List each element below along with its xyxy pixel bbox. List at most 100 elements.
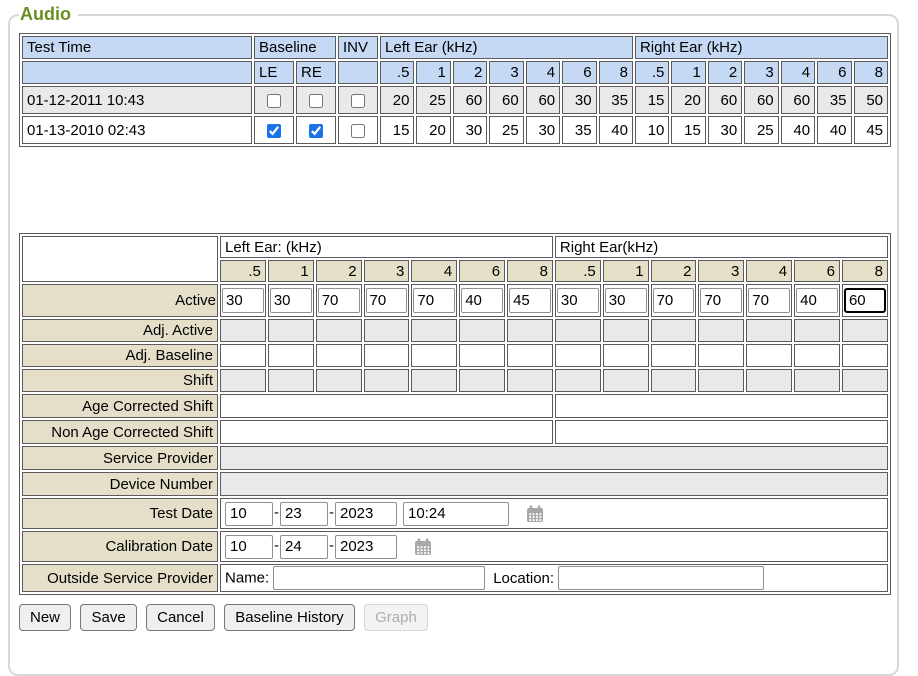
- history-left-8khz-value: 35: [598, 86, 633, 114]
- active-right-6khz-input[interactable]: [796, 288, 838, 313]
- adj-baseline-left-8khz-cell: [507, 344, 553, 367]
- active-left-1khz-input[interactable]: [269, 288, 312, 313]
- freq-header-left-8: 8: [598, 61, 633, 84]
- active-right-.5khz-input[interactable]: [556, 288, 599, 313]
- freq-header-left-2: 2: [452, 61, 488, 84]
- active-right-4khz-input[interactable]: [748, 288, 791, 313]
- test-date-row: Test Date--: [22, 498, 888, 529]
- test-date-year-input[interactable]: [335, 501, 397, 526]
- active-left-2khz-input[interactable]: [317, 288, 360, 313]
- detail-freq-header-right-.5: .5: [554, 260, 601, 282]
- history-right-1khz-value: 20: [671, 86, 706, 114]
- shift-right-1khz-cell: [602, 369, 649, 392]
- row-label-age-corrected-shift: Age Corrected Shift: [22, 394, 218, 418]
- test-time-cell: 01-12-2011 10:43: [22, 86, 252, 114]
- baseline-re-checkbox-row-0[interactable]: [309, 93, 323, 108]
- detail-header-row-2: .5 1 2 3 4 6 8.5 1 2 3 4 6 8: [22, 260, 888, 282]
- calibration-date-date-separator: -: [274, 537, 279, 555]
- active-left-8khz-cell: [507, 284, 553, 317]
- inv-cell: [338, 116, 379, 144]
- active-left-.5khz-input[interactable]: [222, 288, 264, 313]
- save-button[interactable]: Save: [80, 604, 137, 631]
- shift-right-2khz-cell: [650, 369, 697, 392]
- device-number-row: Device Number: [22, 472, 888, 496]
- shift-left-4khz-cell: [411, 369, 458, 392]
- active-left-.5khz-cell: [220, 284, 266, 317]
- history-left-2khz-value: 60: [452, 86, 488, 114]
- history-row[interactable]: 01-13-2010 02:43 15 20 30 25 30 35 40 10 15 30 25 40…: [22, 116, 888, 144]
- detail-freq-header-left-2: 2: [315, 260, 362, 282]
- history-right-2khz-value: 60: [707, 86, 743, 114]
- adj-active-right-6khz-cell: [794, 319, 840, 342]
- active-left-4khz-input[interactable]: [413, 288, 456, 313]
- col-header-baseline: Baseline: [254, 36, 337, 59]
- shift-left-2khz-cell: [315, 369, 362, 392]
- history-left-4khz-value: 60: [525, 86, 561, 114]
- test-date-day-input[interactable]: [280, 501, 328, 526]
- active-left-3khz-input[interactable]: [365, 288, 408, 313]
- calibration-date-year-input[interactable]: [335, 534, 397, 559]
- adj-active-left-1khz-cell: [267, 319, 314, 342]
- col-header-inv: INV: [338, 36, 379, 59]
- active-left-6khz-cell: [459, 284, 506, 317]
- history-left-3khz-value: 60: [489, 86, 524, 114]
- history-row[interactable]: 01-12-2011 10:43 20 25 60 60 60 30 35 15 20 60 60 60…: [22, 86, 888, 114]
- test-date-time-input[interactable]: [403, 501, 509, 526]
- shift-right-4khz-cell: [746, 369, 793, 392]
- calibration-date-month-input[interactable]: [225, 534, 273, 559]
- shift-left-1khz-cell: [267, 369, 314, 392]
- graph-button: Graph: [364, 604, 428, 631]
- history-right-1khz-value: 15: [671, 116, 706, 144]
- active-left-2khz-cell: [315, 284, 362, 317]
- history-header-row-1: Test Time Baseline INV Left Ear (kHz) Right …: [22, 36, 888, 59]
- col-header-right-ear: Right Ear (kHz): [634, 36, 888, 59]
- active-left-6khz-input[interactable]: [461, 288, 504, 313]
- device-number-value-cell: [220, 472, 888, 496]
- detail-header-row-1: Left Ear: (kHz) Right Ear(kHz): [22, 236, 888, 282]
- shift-left-3khz-cell: [363, 369, 410, 392]
- outside-name-input[interactable]: [273, 566, 486, 590]
- cancel-button[interactable]: Cancel: [146, 604, 215, 631]
- history-left-6khz-value: 30: [562, 86, 597, 114]
- inv-checkbox-row-0[interactable]: [351, 93, 366, 108]
- new-button[interactable]: New: [19, 604, 72, 631]
- active-right-1khz-input[interactable]: [604, 288, 647, 313]
- inv-checkbox-row-1[interactable]: [351, 123, 366, 138]
- non-age-corrected-shift-right-cell: [554, 420, 888, 444]
- test-date-calendar-icon[interactable]: [525, 504, 545, 524]
- freq-header-right-4: 4: [780, 61, 816, 84]
- active-left-8khz-input[interactable]: [509, 288, 551, 313]
- baseline-re-checkbox-row-1[interactable]: [309, 123, 323, 138]
- test-date-date-separator: -: [329, 504, 334, 522]
- detail-freq-header-left-6: 6: [459, 260, 506, 282]
- shift-left-6khz-cell: [459, 369, 506, 392]
- col-subheader-re: RE: [296, 61, 337, 84]
- audio-section: Audio Test Time Baseline INV Left Ear (kHz)…: [8, 4, 899, 676]
- history-left-.5khz-value: 15: [380, 116, 415, 144]
- active-left-4khz-cell: [411, 284, 458, 317]
- detail-freq-header-left-8: 8: [507, 260, 553, 282]
- baseline-le-checkbox-row-0[interactable]: [267, 93, 281, 108]
- non-age-corrected-shift-row: Non Age Corrected Shift: [22, 420, 888, 444]
- outside-location-input[interactable]: [558, 566, 765, 590]
- active-right-2khz-input[interactable]: [652, 288, 695, 313]
- calibration-date-calendar-icon[interactable]: [413, 537, 433, 557]
- freq-header-right-1: 1: [671, 61, 706, 84]
- calibration-date-day-input[interactable]: [280, 534, 328, 559]
- header-spacer-cell: [22, 61, 252, 84]
- audio-detail-area: Left Ear: (kHz) Right Ear(kHz) .5 1 2 3 4 6 8.5 1…: [19, 233, 897, 595]
- active-right-.5khz-cell: [554, 284, 601, 317]
- history-left-1khz-value: 25: [416, 86, 451, 114]
- shift-left-.5khz-cell: [220, 369, 266, 392]
- baseline-le-checkbox-row-1[interactable]: [267, 123, 281, 138]
- non-age-corrected-shift-left-cell: [220, 420, 553, 444]
- active-right-3khz-input[interactable]: [700, 288, 743, 313]
- row-label-adj-baseline: Adj. Baseline: [22, 344, 218, 367]
- active-right-8khz-input[interactable]: [843, 288, 886, 313]
- test-date-month-input[interactable]: [225, 501, 273, 526]
- history-right-8khz-value: 50: [853, 86, 888, 114]
- baseline-history-button[interactable]: Baseline History: [224, 604, 355, 631]
- detail-freq-header-right-6: 6: [794, 260, 840, 282]
- active-row: Active: [22, 284, 888, 317]
- adj-active-row: Adj. Active: [22, 319, 888, 342]
